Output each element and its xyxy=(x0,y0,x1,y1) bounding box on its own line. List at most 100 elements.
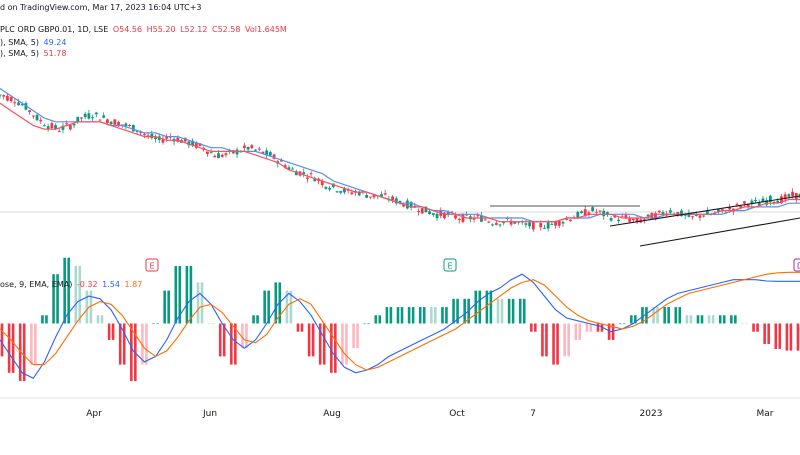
candle-body xyxy=(191,140,194,146)
candle-body xyxy=(54,125,57,129)
macd-histogram-bar xyxy=(230,323,233,365)
candle-body xyxy=(698,215,702,218)
macd-histogram-bar xyxy=(263,290,266,324)
candle-body xyxy=(602,210,606,217)
macd-histogram-bar xyxy=(378,315,382,324)
ma-legend-1: ), SMA, 5) 49.24 xyxy=(0,38,66,47)
volume-value: Vol1.645M xyxy=(245,25,287,34)
macd-histogram-bar xyxy=(67,257,70,324)
macd-histogram-bar xyxy=(89,290,93,324)
candle-body xyxy=(609,218,613,221)
macd-histogram-bar xyxy=(74,265,78,324)
candle-body xyxy=(509,220,513,225)
candle-body xyxy=(443,212,446,219)
candle-body xyxy=(580,211,583,214)
macd-histogram-bar xyxy=(622,323,626,325)
macd-histogram-bar xyxy=(96,315,100,324)
candle-body xyxy=(409,202,413,208)
macd-histogram-bar xyxy=(141,323,144,365)
macd-histogram-bar xyxy=(111,323,115,340)
candle-body xyxy=(598,210,602,212)
macd-histogram-bar xyxy=(45,315,48,324)
macd-histogram-bar xyxy=(56,274,59,324)
candle-body xyxy=(761,198,765,203)
candle-body xyxy=(783,194,787,200)
macd-histogram-bar xyxy=(196,282,200,324)
candle-body xyxy=(531,221,535,230)
candle-body xyxy=(398,200,402,204)
ma-legend-2: ), SMA, 5) 51.78 xyxy=(0,49,66,58)
event-marker-label: E xyxy=(149,262,154,271)
macd-histogram-bar xyxy=(711,315,715,324)
macd-histogram-bar xyxy=(634,315,637,324)
macd-histogram-bar xyxy=(418,307,422,324)
macd-histogram-bar xyxy=(52,274,55,324)
macd-histogram-bar xyxy=(689,315,693,324)
candle-body xyxy=(391,196,394,201)
macd-histogram-bar xyxy=(34,323,37,365)
candle-body xyxy=(102,115,106,118)
macd-histogram-bar xyxy=(307,323,311,357)
macd-histogram-bar xyxy=(122,323,126,365)
macd-histogram-bar xyxy=(63,257,66,324)
x-tick-label: Oct xyxy=(449,409,465,419)
macd-histogram-bar xyxy=(718,315,722,324)
candle-body xyxy=(557,220,561,226)
candle-body xyxy=(291,168,294,170)
macd-histogram-bar xyxy=(322,323,326,365)
macd-histogram-bar xyxy=(241,323,244,349)
macd-histogram-bar xyxy=(385,307,389,324)
macd-histogram-bar xyxy=(452,298,455,324)
close-value: C52.58 xyxy=(211,25,241,34)
candle-body xyxy=(668,210,672,213)
macd-histogram-bar xyxy=(567,323,570,357)
candle-body xyxy=(146,135,150,137)
candle-body xyxy=(628,218,632,222)
candle-body xyxy=(620,215,624,217)
candle-body xyxy=(280,159,283,162)
x-tick-label: Jun xyxy=(202,409,217,419)
macd-histogram-bar xyxy=(422,307,426,324)
macd-histogram-bar xyxy=(11,323,15,373)
published-note: d on TradingView.com, Mar 17, 2023 16:04… xyxy=(0,3,202,12)
candle-body xyxy=(524,223,528,225)
candle-body xyxy=(461,214,465,223)
candle-body xyxy=(528,222,532,227)
macd-histogram-bar xyxy=(674,307,678,324)
candle-body xyxy=(287,167,291,170)
candle-body xyxy=(457,218,461,221)
macd-histogram-bar xyxy=(545,323,548,357)
candle-body xyxy=(135,130,139,132)
candle-body xyxy=(2,95,6,97)
candle-body xyxy=(254,149,257,151)
candle-body xyxy=(306,177,309,179)
candle-body xyxy=(380,194,383,197)
candle-body xyxy=(613,215,617,218)
candle-body xyxy=(606,212,609,215)
candle-body xyxy=(635,218,639,223)
macd-histogram-bar xyxy=(367,323,370,325)
macd-histogram-bar xyxy=(485,290,489,324)
candle-body xyxy=(691,216,694,218)
macd-histogram-bar xyxy=(352,323,355,349)
candle-body xyxy=(17,102,20,106)
candle-body xyxy=(109,121,113,125)
candle-body xyxy=(61,125,65,130)
macd-histogram-bar xyxy=(511,298,515,324)
symbol-line: PLC ORD GBP0.01, 1D, LSE xyxy=(0,25,109,34)
candle-body xyxy=(302,172,306,175)
candle-body xyxy=(591,207,594,212)
candle-body xyxy=(320,181,324,186)
candle-body xyxy=(139,132,143,134)
macd-histogram-bar xyxy=(18,323,22,382)
candle-body xyxy=(454,215,457,219)
published-text: d on TradingView.com, Mar 17, 2023 16:04… xyxy=(0,3,202,12)
candle-body xyxy=(450,211,454,213)
macd-histogram-bar xyxy=(585,323,589,332)
candle-body xyxy=(661,212,665,215)
macd-histogram-bar xyxy=(334,323,337,373)
macd-histogram-bar xyxy=(796,323,800,351)
ma-legend-1-value: 49.24 xyxy=(43,38,67,47)
candle-body xyxy=(339,191,343,193)
